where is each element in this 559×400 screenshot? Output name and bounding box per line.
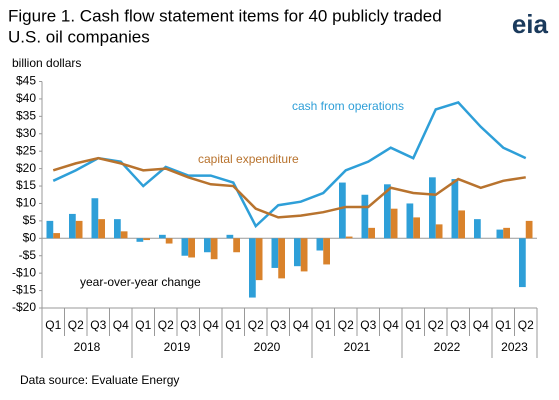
x-tick-label: Q4: [473, 318, 489, 332]
y-tick-label: $40: [16, 91, 36, 105]
bar: [503, 227, 510, 239]
group-label: 2019: [164, 340, 191, 354]
bar: [345, 236, 353, 239]
bar: [53, 233, 60, 239]
x-tick-label: Q3: [90, 318, 106, 332]
bar: [519, 238, 526, 288]
bar: [75, 220, 83, 239]
x-tick-label: Q4: [113, 318, 129, 332]
bar: [406, 203, 414, 239]
bar: [143, 238, 150, 241]
x-tick-label: Q4: [203, 318, 219, 332]
bar: [435, 224, 443, 239]
bar: [525, 220, 533, 239]
bar: [294, 238, 301, 267]
annotation: year-over-year change: [80, 275, 201, 289]
y-tick-label: -$20: [12, 300, 36, 314]
bar: [271, 238, 279, 268]
y-tick-label: $10: [16, 196, 36, 210]
bar: [249, 238, 256, 298]
y-tick-label: $30: [16, 126, 36, 140]
x-tick-label: Q3: [270, 318, 286, 332]
bar: [136, 238, 144, 242]
y-tick-label: $20: [16, 161, 36, 175]
x-tick-label: Q2: [248, 318, 264, 332]
x-tick-label: Q1: [495, 318, 511, 332]
x-tick-label: Q1: [45, 318, 61, 332]
x-tick-label: Q1: [225, 318, 241, 332]
y-tick-label: $35: [16, 109, 36, 123]
bar: [210, 238, 218, 260]
x-tick-label: Q4: [293, 318, 309, 332]
group-label: 2022: [434, 340, 461, 354]
line: [52, 156, 526, 219]
x-tick-label: Q1: [405, 318, 421, 332]
bar: [451, 179, 459, 239]
group-label: 2018: [74, 340, 101, 354]
bar: [278, 238, 285, 279]
bar: [181, 238, 189, 256]
bar: [165, 238, 173, 244]
bar: [300, 238, 308, 272]
x-tick-label: Q2: [158, 318, 174, 332]
x-tick-label: Q2: [518, 318, 534, 332]
y-tick-label: $15: [16, 178, 36, 192]
chart-title: U.S. oil companies: [8, 27, 150, 46]
bar: [496, 229, 504, 239]
x-tick-label: Q3: [450, 318, 466, 332]
group-label: 2020: [254, 340, 281, 354]
bar: [233, 238, 240, 253]
y-tick-label: -$10: [12, 265, 36, 279]
bar: [255, 238, 263, 281]
source: Data source: Evaluate Energy: [20, 373, 179, 387]
chart-title: Figure 1. Cash flow statement items for …: [8, 6, 442, 25]
bar: [188, 238, 195, 258]
bar: [316, 238, 324, 251]
series-label: capital expenditure: [198, 152, 299, 166]
bar: [114, 219, 121, 239]
y-tick-label: $5: [23, 213, 37, 227]
bar: [390, 208, 398, 239]
bar: [458, 210, 465, 239]
bar: [204, 238, 211, 253]
bar: [413, 217, 420, 239]
bar: [429, 177, 436, 239]
bar: [120, 231, 128, 239]
bar: [361, 194, 369, 239]
bar: [91, 198, 99, 239]
x-tick-label: Q1: [315, 318, 331, 332]
bar: [69, 213, 76, 239]
y-tick-label: -$15: [12, 283, 36, 297]
y-axis-label: billion dollars: [12, 56, 81, 70]
bar: [368, 227, 375, 239]
x-tick-label: Q2: [338, 318, 354, 332]
x-tick-label: Q2: [428, 318, 444, 332]
bar: [226, 234, 234, 239]
bar: [339, 182, 346, 239]
bar: [159, 234, 166, 239]
series-label: cash from operations: [292, 99, 404, 113]
bar: [98, 219, 105, 239]
bar: [46, 220, 54, 239]
y-tick-label: -$5: [19, 248, 37, 262]
y-tick-label: $45: [16, 74, 36, 88]
group-label: 2023: [501, 340, 528, 354]
line: [52, 100, 527, 229]
y-tick-label: $0: [23, 230, 37, 244]
x-tick-label: Q3: [360, 318, 376, 332]
x-tick-label: Q2: [68, 318, 84, 332]
x-tick-label: Q1: [135, 318, 151, 332]
bar: [474, 219, 481, 239]
y-tick-label: $25: [16, 143, 36, 157]
group-label: 2021: [344, 340, 371, 354]
x-tick-label: Q3: [180, 318, 196, 332]
bar: [384, 184, 391, 239]
x-tick-label: Q4: [383, 318, 399, 332]
logo: eia: [512, 9, 549, 39]
bar: [323, 238, 330, 265]
